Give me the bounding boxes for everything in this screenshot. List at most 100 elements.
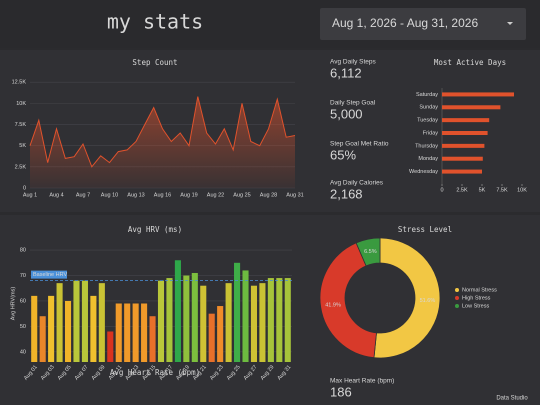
kpi-value: 2,168 [330,186,363,201]
bar [174,260,181,362]
dropdown-caret[interactable] [507,22,513,25]
y-tick-label: Monday [418,156,438,162]
dropdown-box[interactable] [320,8,526,40]
y-tick-label: Friday [423,130,439,136]
step-area [30,96,295,188]
bar [48,295,55,362]
bar [442,118,490,123]
donut-segment [319,242,377,359]
bar [442,92,514,97]
data-label: 41.9% [325,303,341,309]
y-tick-label: 5K [19,143,26,149]
legend-swatch [455,296,459,300]
chart-title: Stress Level [398,225,452,234]
bar [31,295,38,362]
x-tick-label: Aug 1 [23,192,37,198]
chart-title: Avg Heart Rate (bpm) [110,368,200,377]
x-tick-label: Aug 19 [180,192,197,198]
date-range-picker[interactable]: Aug 1, 2026 - Aug 31, 2026 [320,8,526,40]
x-tick-label: 5K [479,187,486,193]
x-tick-label: 2.5K [456,187,468,193]
bar [267,278,274,362]
kpi-label: Step Goal Met Ratio [330,141,389,148]
baseline-label: Baseline HRV [33,272,67,278]
bar [124,303,131,362]
chart-title: Avg HRV (ms) [128,225,182,234]
y-tick-label: 2.5K [15,164,27,170]
x-tick-label: 7.5K [496,187,508,193]
bar [149,316,156,362]
bar [157,280,165,362]
data-label: 6.5% [364,249,377,255]
kpi-value: 5,000 [330,106,363,121]
bar [132,303,139,362]
step-line [29,96,296,168]
kpi-value: 6,112 [330,65,362,80]
bar [442,143,485,148]
bar [73,280,80,362]
x-tick-label: 0 [440,187,443,193]
kpi-value: 186 [330,384,352,399]
y-axis-label: Avg HRV(ms) [10,287,16,321]
y-tick-label: Thursday [415,143,438,149]
bar [81,280,88,362]
baseline-label-box [31,270,67,279]
y-tick-label: Tuesday [417,118,438,124]
y-tick-label: 40 [20,349,26,355]
bar [276,278,283,362]
y-tick-label: Saturday [416,92,438,98]
bar [90,295,97,362]
y-tick-label: 70 [20,273,26,279]
x-tick-label: Aug 22 [207,192,224,198]
legend-label: Normal Stress [462,287,497,293]
bar [250,285,258,362]
data-label: 51.6% [420,298,436,304]
y-tick-label: 10K [16,101,26,107]
y-tick-label: 60 [20,298,26,304]
kpi-label: Max Heart Rate (bpm) [330,378,394,385]
y-tick-label: 50 [20,324,26,330]
bar [98,283,105,362]
chart-title: Most Active Days [434,58,506,67]
kpi-value: 65% [330,147,356,162]
y-tick-label: Wednesday [409,169,438,175]
bar [64,300,72,362]
bar [115,303,122,362]
bar [39,316,46,362]
x-tick-label: Aug 13 [127,192,144,198]
bar [166,278,173,362]
x-tick-label: Aug 31 [286,192,303,198]
kpi-label: Avg Daily Calories [330,180,384,187]
bar [183,275,190,362]
x-tick-label: Aug 7 [76,192,90,198]
bar [442,156,483,161]
y-tick-label: 0 [23,185,26,191]
kpi-label: Daily Step Goal [330,100,376,107]
y-tick-label: 80 [20,248,26,254]
bar [107,331,114,362]
kpi-label: Avg Daily Steps [330,59,377,66]
bar [56,283,63,362]
bar [191,272,198,362]
legend-swatch [455,304,459,308]
x-tick-label: Aug 4 [49,192,63,198]
bar [234,262,241,362]
x-tick-label: Aug 25 [233,192,250,198]
x-tick-label: Aug 10 [101,192,118,198]
legend-label: High Stress [462,295,491,301]
y-tick-label: 7.5K [15,122,27,128]
bar [217,306,224,362]
y-tick-label: 12.5K [12,80,27,86]
x-tick-label: Aug 28 [260,192,277,198]
x-tick-label: Aug 16 [154,192,171,198]
date-range[interactable]: Aug 1, 2026 - Aug 31, 2026 [332,16,478,30]
bar [200,285,207,362]
y-tick-label: Sunday [419,105,438,111]
bar [259,283,266,362]
footer-brand: Data Studio [496,396,528,402]
bar [141,303,148,362]
bar [442,131,488,135]
page-title: my stats [107,10,203,34]
bar [208,313,215,362]
